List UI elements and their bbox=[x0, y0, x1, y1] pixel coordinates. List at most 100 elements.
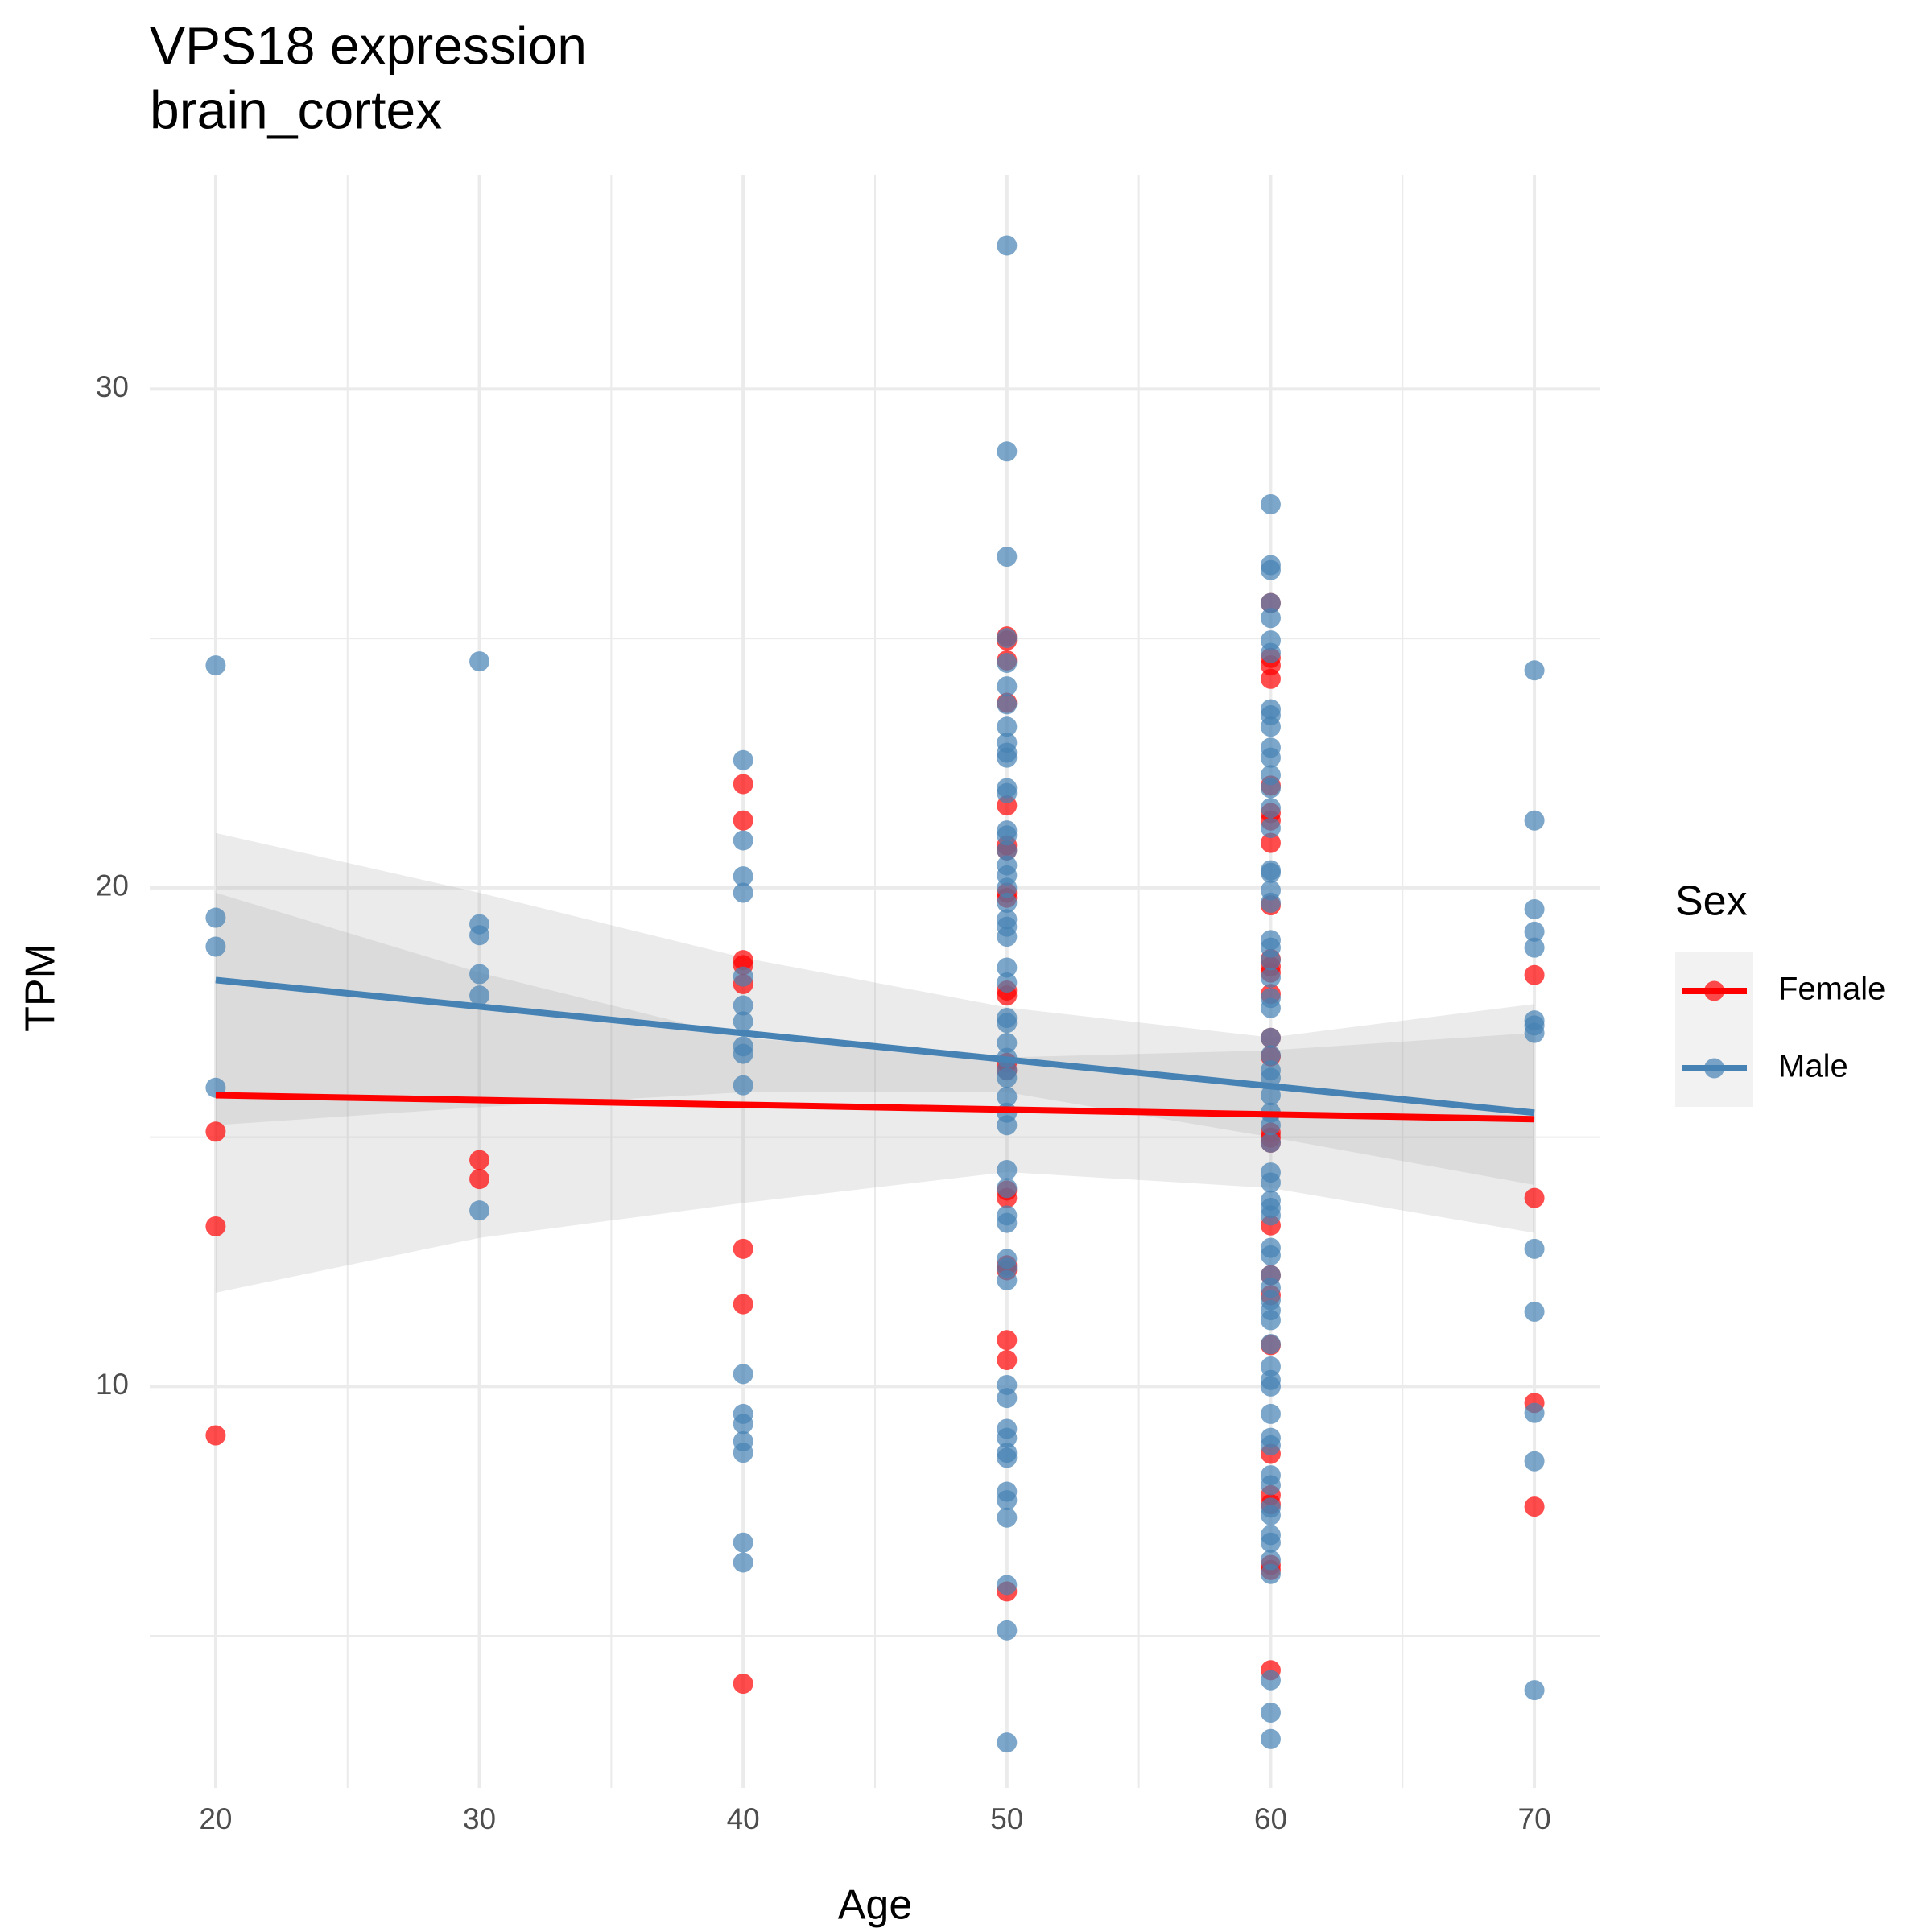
point bbox=[997, 1620, 1018, 1641]
y-axis-title: TPM bbox=[18, 943, 64, 1032]
point bbox=[1260, 1702, 1281, 1723]
legend-key-point bbox=[1704, 980, 1724, 1001]
point bbox=[1524, 660, 1545, 681]
legend-key-background bbox=[1675, 952, 1753, 1107]
point bbox=[1260, 1115, 1281, 1136]
legend-label: Female bbox=[1778, 972, 1885, 1007]
point bbox=[205, 655, 226, 676]
point bbox=[733, 995, 753, 1016]
point bbox=[997, 1427, 1018, 1448]
point bbox=[1260, 1475, 1281, 1496]
confidence-band bbox=[215, 832, 1535, 1186]
point bbox=[997, 825, 1018, 846]
point bbox=[205, 1121, 226, 1142]
point bbox=[733, 749, 753, 770]
point bbox=[469, 1169, 490, 1190]
point bbox=[733, 1075, 753, 1096]
point bbox=[205, 907, 226, 928]
point bbox=[997, 1349, 1018, 1370]
point bbox=[997, 441, 1018, 462]
point bbox=[1260, 862, 1281, 883]
x-tick-label: 30 bbox=[463, 1802, 496, 1835]
point bbox=[1260, 1085, 1281, 1106]
point bbox=[1260, 592, 1281, 613]
point bbox=[1260, 950, 1281, 971]
point bbox=[1260, 818, 1281, 839]
point bbox=[1260, 1728, 1281, 1749]
x-tick-label: 60 bbox=[1254, 1802, 1287, 1835]
point bbox=[997, 1732, 1018, 1753]
point bbox=[1260, 1550, 1281, 1571]
point bbox=[1524, 1301, 1545, 1322]
point bbox=[733, 1294, 753, 1315]
point bbox=[1260, 1376, 1281, 1397]
point bbox=[1524, 898, 1545, 919]
y-tick-label: 20 bbox=[96, 869, 129, 902]
point bbox=[1260, 668, 1281, 689]
point bbox=[469, 964, 490, 985]
point bbox=[205, 1425, 226, 1446]
point bbox=[469, 985, 490, 1006]
point bbox=[1524, 1238, 1545, 1259]
trend-lines bbox=[215, 976, 1535, 1123]
point bbox=[1260, 997, 1281, 1018]
point bbox=[1260, 1563, 1281, 1584]
point bbox=[1260, 892, 1281, 913]
legend-label: Male bbox=[1778, 1049, 1848, 1084]
point bbox=[733, 1238, 753, 1259]
point bbox=[997, 235, 1018, 256]
point bbox=[1260, 559, 1281, 580]
point bbox=[997, 676, 1018, 697]
point bbox=[1260, 1245, 1281, 1265]
x-tick-label: 20 bbox=[199, 1802, 232, 1835]
point bbox=[997, 840, 1018, 861]
confidence-band bbox=[215, 893, 1535, 1293]
point bbox=[1260, 1334, 1281, 1355]
point bbox=[1524, 810, 1545, 831]
point bbox=[997, 782, 1018, 803]
trend-line bbox=[215, 1092, 1535, 1123]
point bbox=[1260, 642, 1281, 663]
point bbox=[997, 1159, 1018, 1180]
point bbox=[997, 1330, 1018, 1351]
point bbox=[1260, 1205, 1281, 1226]
point bbox=[1260, 1172, 1281, 1193]
point bbox=[997, 1033, 1018, 1054]
x-tick-label: 70 bbox=[1518, 1802, 1551, 1835]
point bbox=[997, 716, 1018, 737]
point bbox=[733, 1552, 753, 1573]
chart-title: VPS18 expression bbox=[150, 15, 587, 75]
point bbox=[1260, 608, 1281, 629]
point bbox=[1260, 1532, 1281, 1553]
point bbox=[997, 1507, 1018, 1528]
point bbox=[997, 652, 1018, 673]
legend-title: Sex bbox=[1675, 878, 1748, 925]
x-tick-label: 50 bbox=[990, 1802, 1023, 1835]
point bbox=[733, 810, 753, 831]
point bbox=[997, 1388, 1018, 1409]
point bbox=[997, 972, 1018, 993]
point bbox=[205, 1216, 226, 1236]
point bbox=[1524, 1187, 1545, 1208]
point bbox=[733, 830, 753, 851]
y-tick-label: 10 bbox=[96, 1368, 129, 1401]
point bbox=[997, 1086, 1018, 1107]
point bbox=[1524, 1022, 1545, 1043]
point bbox=[1524, 921, 1545, 942]
point bbox=[733, 1443, 753, 1463]
point bbox=[733, 1043, 753, 1064]
point bbox=[1260, 1310, 1281, 1331]
point bbox=[997, 747, 1018, 768]
point bbox=[1260, 798, 1281, 819]
point bbox=[997, 1067, 1018, 1088]
point bbox=[1260, 1045, 1281, 1066]
point bbox=[1260, 1132, 1281, 1153]
point bbox=[997, 892, 1018, 913]
point bbox=[469, 1200, 490, 1221]
confidence-bands bbox=[215, 832, 1535, 1293]
trend-line bbox=[215, 976, 1535, 1117]
point bbox=[997, 957, 1018, 978]
point bbox=[733, 1011, 753, 1032]
point bbox=[997, 1013, 1018, 1034]
